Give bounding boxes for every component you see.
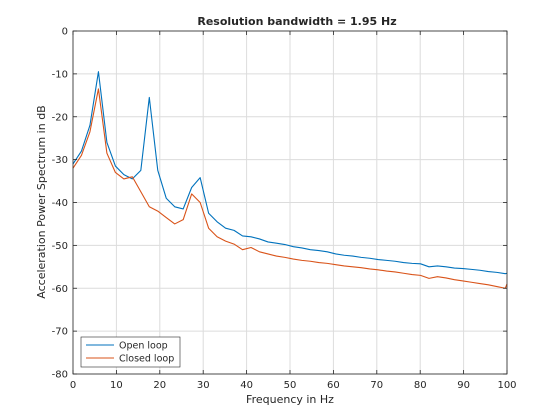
y-tick-label: -50 <box>52 241 68 252</box>
legend: Open loop Closed loop <box>80 336 181 368</box>
x-axis-label: Frequency in Hz <box>246 393 334 406</box>
y-tick-label: -60 <box>52 284 68 295</box>
x-tick-label: 10 <box>110 380 123 391</box>
y-axis-label: Acceleration Power Spectrum in dB <box>35 105 48 298</box>
series-line-closed-loop <box>72 88 508 289</box>
x-tick-label: 50 <box>284 380 297 391</box>
y-tick-label: -20 <box>52 112 68 123</box>
y-tick-label: -10 <box>52 69 68 80</box>
y-tick-label: -30 <box>52 155 68 166</box>
series-line-open-loop <box>72 71 508 275</box>
y-tick-label: -40 <box>52 198 68 209</box>
x-tick-label: 80 <box>414 380 427 391</box>
x-tick-label: 0 <box>70 380 76 391</box>
y-tick-label: -70 <box>52 327 68 338</box>
series-layer <box>72 71 508 289</box>
x-axis-ticks: 0 10 20 30 40 50 60 70 80 90 100 <box>70 31 517 391</box>
x-tick-label: 20 <box>153 380 166 391</box>
x-tick-label: 30 <box>197 380 210 391</box>
y-tick-label: 0 <box>62 27 68 38</box>
x-tick-label: 90 <box>457 380 470 391</box>
x-tick-label: 100 <box>497 380 516 391</box>
x-tick-label: 60 <box>327 380 340 391</box>
chart-title: Resolution bandwidth = 1.95 Hz <box>197 15 396 28</box>
x-tick-label: 40 <box>240 380 253 391</box>
legend-box <box>80 336 181 368</box>
y-axis-ticks: 0 -10 -20 -30 -40 -50 -60 -70 -80 <box>52 27 507 381</box>
x-tick-label: 70 <box>370 380 383 391</box>
legend-label-open-loop: Open loop <box>119 341 168 352</box>
legend-label-closed-loop: Closed loop <box>119 354 174 365</box>
y-tick-label: -80 <box>52 370 68 381</box>
